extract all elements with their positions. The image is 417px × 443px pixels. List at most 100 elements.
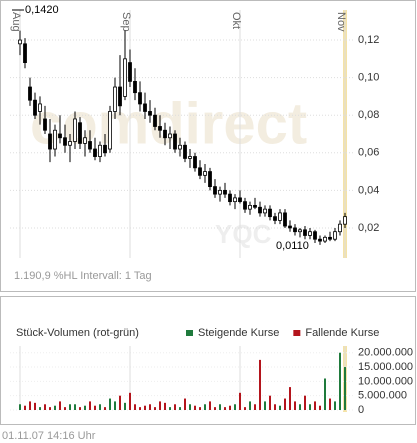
legend-swatch — [186, 330, 193, 336]
volume-bar — [194, 405, 196, 410]
volume-bar — [19, 404, 21, 410]
candle-body — [223, 189, 227, 195]
candle-body — [328, 236, 332, 240]
volume-bar — [254, 404, 256, 410]
volume-bar — [224, 407, 226, 410]
volume-title: Stück-Volumen (rot-grün) — [16, 327, 139, 339]
footer: 01.11.07 14:16 Uhr — [2, 430, 96, 442]
x-tick-label: Aug — [10, 12, 22, 32]
watermark: YQC — [215, 219, 272, 249]
candle-body — [318, 238, 322, 242]
candle-body — [38, 103, 42, 112]
volume-bar — [319, 405, 321, 410]
candle-body — [93, 148, 97, 157]
volume-bar — [124, 402, 126, 410]
candle-body — [153, 114, 157, 127]
candle-body — [18, 39, 22, 45]
volume-bar — [314, 401, 316, 410]
info: 1.190,9 %HL Intervall: 1 Tag — [14, 270, 152, 282]
volume-bar — [299, 404, 301, 410]
y-tick-label: 15.000.000 — [358, 361, 413, 373]
legend-swatch — [293, 330, 301, 336]
legend-label: Steigende Kurse — [198, 327, 279, 339]
volume-bar — [114, 401, 116, 410]
candle-body — [268, 208, 272, 218]
volume-bar — [119, 395, 121, 410]
volume-bar — [204, 404, 206, 410]
y-tick-label: 0 — [358, 404, 364, 416]
volume-bar — [214, 407, 216, 410]
volume-bar — [249, 401, 251, 410]
volume-bar — [259, 359, 261, 410]
volume-bar — [144, 405, 146, 410]
candle-body — [133, 80, 137, 94]
candle-body — [263, 208, 267, 214]
volume-bar — [169, 407, 171, 410]
y-tick-label: 0,08 — [358, 109, 379, 121]
y-tick-label: 10.000.000 — [358, 375, 413, 387]
candle-body — [148, 111, 152, 116]
candle-body — [73, 118, 77, 142]
volume-panel — [0, 296, 416, 425]
candle-body — [23, 43, 27, 64]
volume-bar — [49, 407, 51, 410]
volume-bar — [24, 405, 26, 410]
volume-bar — [339, 352, 341, 410]
x-tick-label: Sep — [120, 12, 132, 32]
candle-body — [58, 133, 62, 139]
candle-body — [253, 204, 257, 208]
volume-bar — [174, 404, 176, 410]
candle-body — [283, 212, 287, 227]
candle-body — [158, 126, 162, 131]
candle-body — [343, 216, 347, 225]
volume-bar — [59, 401, 61, 410]
candle-body — [118, 86, 122, 107]
candle-body — [173, 133, 177, 150]
volume-bar — [54, 405, 56, 410]
volume-bar — [234, 404, 236, 410]
watermark: comdirect — [30, 91, 307, 156]
candle-body — [43, 118, 47, 131]
volume-bar — [279, 405, 281, 410]
candle-body — [238, 197, 242, 203]
candle-body — [243, 201, 247, 210]
volume-bar — [74, 404, 76, 410]
volume-bar — [99, 404, 101, 410]
candle-body — [33, 99, 37, 116]
candle-body — [88, 141, 92, 150]
volume-bar — [134, 404, 136, 410]
candle-body — [188, 156, 192, 159]
candle-body — [68, 141, 72, 146]
candle-body — [273, 216, 277, 221]
candle-body — [193, 156, 197, 169]
x-tick-label: Nov — [335, 12, 347, 32]
y-tick-label: 0,10 — [358, 72, 379, 84]
volume-bar — [139, 407, 141, 410]
candle-body — [53, 129, 57, 150]
volume-bar — [289, 387, 291, 410]
volume-bar — [219, 404, 221, 410]
volume-bar — [274, 404, 276, 410]
volume-bar — [109, 398, 111, 410]
candle-body — [333, 231, 337, 240]
annotation: 0,1420 — [25, 4, 59, 16]
candle-body — [288, 225, 292, 229]
volume-bar — [89, 401, 91, 410]
candle-body — [213, 186, 217, 195]
candle-body — [123, 58, 127, 97]
legend-label: Fallende Kurse — [305, 327, 379, 339]
volume-bar — [84, 405, 86, 410]
candle-body — [218, 189, 222, 195]
volume-bar — [129, 392, 131, 410]
candle-body — [293, 227, 297, 233]
volume-bar — [34, 402, 36, 410]
volume-bar — [304, 395, 306, 410]
candle-body — [78, 122, 82, 144]
candle-body — [138, 92, 142, 105]
candle-body — [178, 144, 182, 150]
volume-bar — [309, 404, 311, 410]
candle-body — [313, 231, 317, 240]
volume-bar — [294, 401, 296, 410]
y-tick-label: 0,12 — [358, 34, 379, 46]
